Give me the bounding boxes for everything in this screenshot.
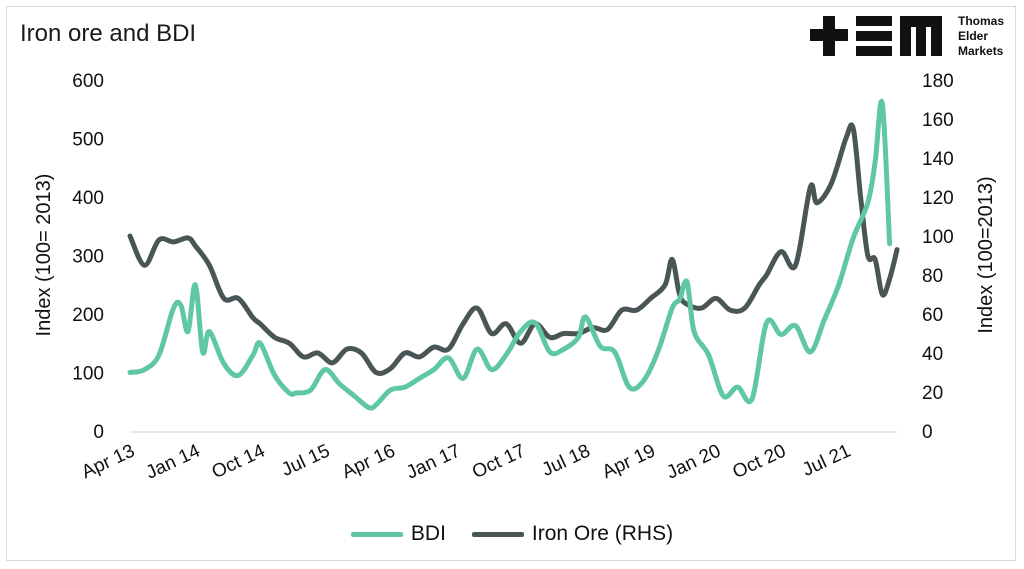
thomas-elder-markets-logo: Thomas Elder Markets	[810, 12, 1020, 62]
tem-logo-icon	[810, 16, 942, 56]
legend: BDI Iron Ore (RHS)	[0, 522, 1024, 546]
y-tick-right-label: 140	[922, 149, 954, 170]
y-tick-right-label: 0	[922, 422, 933, 443]
right-axis-ticks: 0 20 40 60 80 100 120 140 160 180	[922, 71, 954, 443]
left-axis-ticks: 0 100 200 300 400 500 600	[72, 71, 104, 443]
legend-label-bdi: BDI	[410, 522, 446, 545]
y-axis-label-right: Index (100=2013)	[975, 176, 997, 333]
y-tick-right-label: 80	[922, 266, 943, 287]
y-tick-left-label: 200	[72, 305, 104, 326]
y-tick-left-label: 0	[93, 422, 104, 443]
y-tick-left-label: 400	[72, 188, 104, 209]
series-line-iron-ore	[127, 122, 900, 376]
x-tick-label: Oct 17	[469, 440, 529, 483]
x-axis-ticks: Apr 13 Jan 14 Oct 14 Jul 15 Apr 16 Jan 17 Oct …	[78, 440, 854, 483]
x-tick-label: Oct 20	[730, 440, 790, 483]
y-axis-label-left: Index (100= 2013)	[33, 174, 55, 337]
x-tick-label: Jul 15	[278, 440, 333, 480]
chart-frame	[6, 6, 1016, 561]
logo-line-3: Markets	[958, 44, 1004, 58]
x-tick-label: Jan 14	[143, 440, 204, 483]
y-tick-right-label: 100	[922, 227, 954, 248]
logo-text: Thomas Elder Markets	[958, 14, 1004, 59]
x-tick-label: Apr 13	[78, 440, 138, 483]
y-tick-left-label: 100	[72, 364, 104, 385]
legend-label-iron-ore: Iron Ore (RHS)	[531, 522, 674, 545]
legend-swatch-bdi	[350, 531, 403, 537]
logo-line-1: Thomas	[958, 14, 1005, 28]
series-line-bdi	[127, 98, 893, 411]
x-tick-label: Jul 18	[539, 440, 594, 480]
chart-title: Iron ore and BDI	[20, 20, 197, 47]
y-tick-left-label: 300	[72, 247, 104, 268]
y-tick-right-label: 60	[922, 305, 943, 326]
x-tick-label: Oct 14	[209, 440, 269, 483]
y-tick-right-label: 20	[922, 383, 943, 404]
legend-item-bdi: BDI	[350, 522, 446, 546]
x-tick-label: Apr 16	[339, 440, 399, 483]
x-tick-label: Jan 20	[663, 440, 724, 483]
y-tick-left-label: 500	[72, 130, 104, 151]
y-tick-right-label: 160	[922, 110, 954, 131]
y-tick-right-label: 40	[922, 344, 943, 365]
legend-swatch-iron-ore	[471, 531, 524, 537]
logo-line-2: Elder	[958, 29, 989, 43]
y-tick-right-label: 120	[922, 188, 954, 209]
y-tick-right-label: 180	[922, 71, 954, 92]
x-tick-label: Jan 17	[403, 440, 464, 483]
y-tick-left-label: 600	[72, 71, 104, 92]
x-tick-label: Jul 21	[799, 440, 854, 480]
x-tick-label: Apr 19	[599, 440, 659, 483]
legend-item-iron-ore: Iron Ore (RHS)	[471, 522, 674, 546]
